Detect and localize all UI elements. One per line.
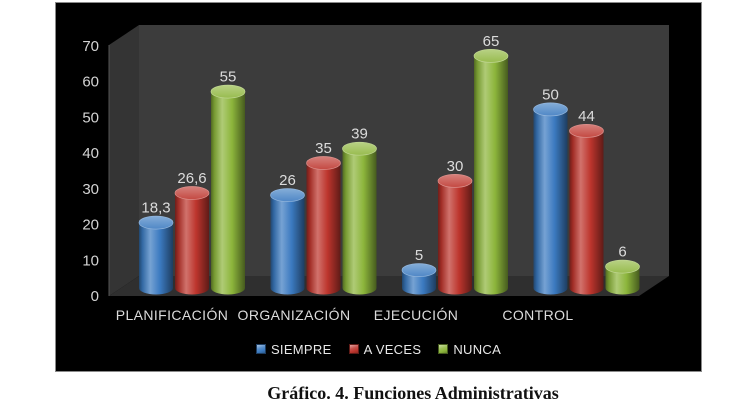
bar-value-label: 5 <box>415 247 423 264</box>
cylinder-top <box>210 84 246 99</box>
y-tick-label: 40 <box>82 145 99 162</box>
legend-marker-siempre-icon <box>255 344 266 354</box>
cylinder-bar <box>211 91 245 295</box>
bar-value-label: 30 <box>447 158 464 175</box>
floor <box>109 276 669 296</box>
category-label: EJECUCIÓN <box>374 307 459 323</box>
bar-value-label: 65 <box>483 33 500 50</box>
legend-marker-nunca-icon <box>438 344 449 354</box>
legend-marker-a-veces-icon <box>348 344 359 354</box>
bar-value-label: 18,3 <box>141 200 170 217</box>
cylinder-bar <box>605 266 640 295</box>
legend-label: SIEMPRE <box>270 341 332 357</box>
cylinder-top <box>174 186 210 200</box>
legend-item-a-veces: A VECES <box>348 341 422 357</box>
bar-value-label: 6 <box>618 244 626 261</box>
cylinder-top <box>138 215 174 230</box>
cylinder-bar <box>270 195 305 295</box>
cylinder-bar <box>474 55 508 295</box>
cylinder-top <box>437 174 473 188</box>
legend-label: A VECES <box>363 341 422 357</box>
cylinder-bar <box>342 148 377 295</box>
bar-value-label: 39 <box>351 126 368 143</box>
cylinder-bar <box>139 222 173 295</box>
bar-value-label: 44 <box>578 108 595 125</box>
cylinder-bar <box>569 130 604 295</box>
left-wall <box>109 25 139 296</box>
category-label: ORGANIZACIÓN <box>238 307 351 323</box>
chart-frame: 0 10 20 30 40 50 60 70 18,3 26,6 55 26 35 39 5 30 65 50 44… <box>55 2 702 372</box>
cylinder-top <box>569 124 604 138</box>
bar-chart-3d: 0 10 20 30 40 50 60 70 18,3 26,6 55 26 35 39 5 30 65 50 44… <box>56 3 701 371</box>
y-tick-label: 50 <box>82 109 99 126</box>
cylinder-bar <box>533 109 568 295</box>
cylinder-bar <box>402 270 436 295</box>
chart-caption: Gráfico. 4. Funciones Administrativas <box>267 383 559 403</box>
cylinder-bar <box>175 193 209 295</box>
cylinder-top <box>605 259 640 274</box>
chart-legend: SIEMPRE A VECES NUNCA <box>56 341 701 357</box>
cylinder-bar <box>306 163 341 295</box>
cylinder-top <box>473 49 509 63</box>
bar-value-label: 35 <box>315 140 332 157</box>
legend-label: NUNCA <box>453 341 502 357</box>
y-tick-label: 70 <box>82 38 99 55</box>
cylinder-top <box>401 263 437 277</box>
cylinder-top <box>342 141 377 156</box>
category-label: PLANIFICACIÓN <box>116 307 229 323</box>
y-tick-label: 20 <box>82 217 99 234</box>
legend-item-nunca: NUNCA <box>438 342 501 357</box>
cylinder-top <box>533 102 568 117</box>
y-tick-label: 30 <box>82 181 99 198</box>
y-tick-label: 60 <box>82 74 99 91</box>
bar-value-label: 26 <box>279 172 296 189</box>
bar-value-label: 55 <box>220 69 237 86</box>
cylinder-bar <box>438 180 472 295</box>
cylinder-top <box>270 188 305 202</box>
bar-value-label: 50 <box>542 86 559 103</box>
bar-value-label: 26,6 <box>177 170 206 187</box>
cylinder-top <box>306 156 341 170</box>
category-label: CONTROL <box>502 307 573 323</box>
y-tick-label: 10 <box>82 252 99 269</box>
legend-item-siempre: SIEMPRE <box>255 341 332 357</box>
y-tick-label: 0 <box>91 288 99 305</box>
